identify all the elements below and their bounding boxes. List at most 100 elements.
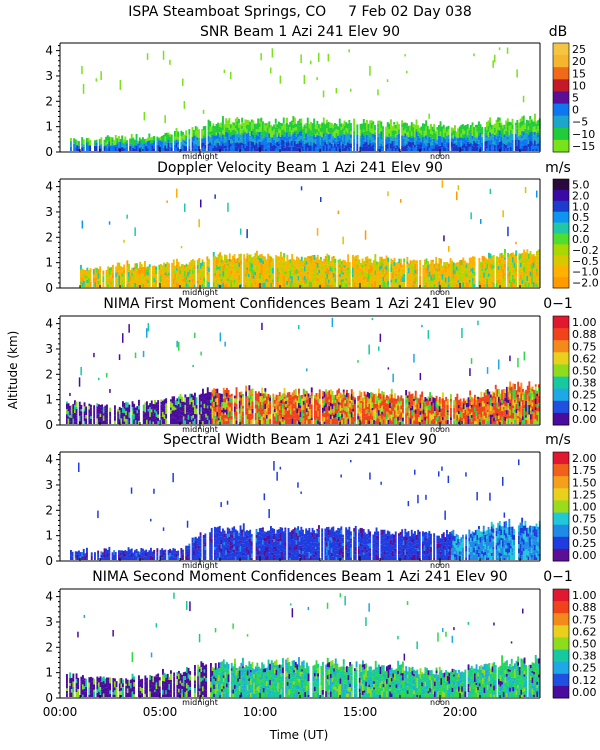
return-cell	[314, 124, 317, 130]
return-cell	[385, 136, 388, 139]
return-cell	[216, 264, 218, 271]
return-cell	[491, 274, 494, 279]
return-cell	[261, 412, 264, 417]
return-cell	[498, 130, 501, 136]
return-cell	[385, 265, 388, 271]
return-cell	[523, 253, 526, 259]
return-cell	[439, 148, 442, 151]
return-cell	[258, 416, 260, 422]
return-cell	[497, 148, 500, 151]
return-cell	[492, 133, 495, 137]
return-cell	[534, 146, 536, 151]
return-cell	[221, 412, 224, 415]
return-cell	[342, 267, 345, 273]
return-cell	[297, 272, 300, 276]
return-cell	[414, 147, 416, 151]
return-cell	[112, 283, 114, 287]
return-cell	[105, 145, 108, 151]
return-cell	[261, 396, 264, 402]
return-cell	[452, 146, 455, 151]
return-cell	[518, 136, 520, 140]
return-cell	[66, 414, 68, 419]
return-cell	[460, 145, 463, 149]
return-cell	[326, 259, 329, 262]
return-cell	[327, 140, 330, 143]
return-cell	[486, 125, 488, 130]
return-cell	[202, 415, 204, 421]
return-cell	[417, 147, 420, 151]
return-cell	[418, 132, 421, 136]
return-cell	[301, 414, 304, 419]
return-cell	[268, 133, 271, 139]
return-cell	[74, 421, 76, 424]
return-cell	[286, 142, 288, 147]
return-cell	[236, 134, 239, 140]
return-cell	[270, 137, 272, 143]
return-cell	[503, 147, 506, 151]
return-cell	[257, 131, 260, 136]
return-cell	[308, 268, 311, 271]
return-cell	[233, 138, 236, 142]
return-cell	[497, 129, 500, 135]
return-cell	[220, 129, 223, 136]
return-cell	[415, 141, 418, 144]
return-cell	[174, 273, 177, 278]
return-cell	[268, 271, 271, 275]
return-cell	[484, 280, 487, 284]
return-cell	[110, 273, 113, 277]
return-cell	[164, 136, 167, 142]
return-cell	[346, 417, 348, 420]
return-cell	[264, 403, 267, 409]
return-cell	[272, 279, 274, 282]
return-cell	[130, 145, 133, 151]
return-cell	[338, 388, 340, 394]
return-cell	[428, 129, 431, 132]
return-cell	[431, 134, 434, 139]
return-cell	[225, 267, 228, 273]
return-cell	[76, 145, 79, 151]
return-cell	[271, 134, 274, 138]
return-cell	[324, 282, 327, 287]
return-cell	[267, 262, 270, 265]
return-cell	[325, 403, 328, 408]
return-cell	[182, 411, 185, 417]
return-cell	[250, 119, 253, 123]
return-cell	[518, 122, 520, 126]
return-cell	[361, 133, 364, 138]
return-cell	[85, 412, 88, 415]
return-cell	[166, 270, 169, 274]
return-cell	[152, 418, 155, 422]
return-cell	[409, 282, 412, 287]
return-cell	[494, 132, 496, 135]
return-cell	[284, 271, 287, 274]
return-cell	[244, 281, 247, 285]
return-cell	[83, 280, 86, 285]
return-cell	[327, 138, 330, 141]
return-cell	[292, 137, 295, 143]
return-cell	[385, 255, 388, 261]
return-cell	[396, 140, 399, 146]
return-cell	[396, 262, 399, 267]
return-cell	[367, 128, 370, 135]
return-cell	[368, 410, 371, 413]
return-cell	[468, 261, 471, 266]
return-cell	[398, 284, 401, 287]
return-cell	[320, 270, 322, 275]
return-cell	[86, 275, 89, 280]
return-cell	[88, 417, 91, 420]
return-cell	[362, 124, 365, 130]
return-cell	[350, 394, 353, 400]
return-cell	[280, 259, 282, 262]
return-cell	[420, 126, 423, 131]
return-cell	[217, 132, 220, 139]
return-cell	[307, 284, 310, 287]
return-cell	[352, 400, 355, 403]
return-cell	[368, 401, 371, 404]
speckle	[122, 333, 124, 343]
return-cell	[258, 118, 261, 124]
return-cell	[83, 277, 86, 281]
return-cell	[270, 142, 272, 149]
return-cell	[163, 412, 166, 415]
return-cell	[372, 275, 375, 278]
return-cell	[262, 282, 265, 287]
